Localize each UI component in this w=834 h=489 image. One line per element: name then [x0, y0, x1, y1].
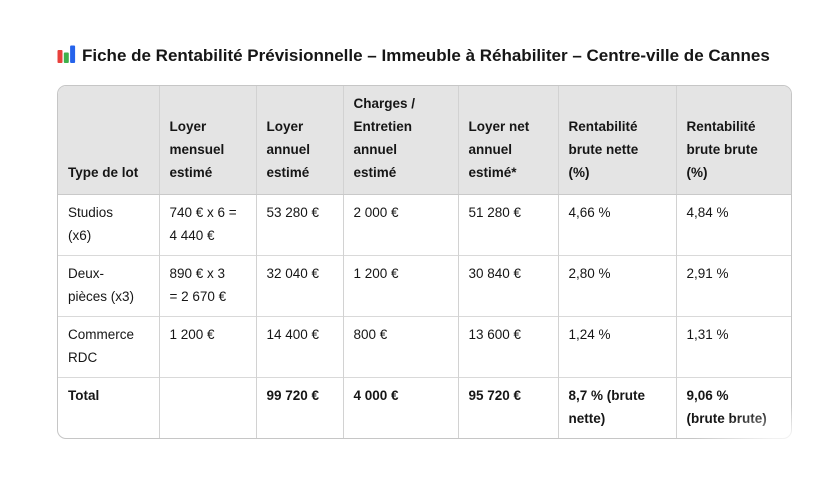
column-header-charges-entretien: Charges / Entretien annuel estimé [342, 86, 458, 195]
profitability-table: Type de lot Loyer mensuel estimé Loyer a… [57, 85, 792, 439]
cell-total-rentabilite-brute: 9,06 % (brute brute) [675, 377, 791, 438]
column-header-loyer-annuel: Loyer annuel estimé [255, 86, 343, 195]
table-row-deux-pieces: Deux- pièces (x3) 890 € x 3 = 2 670 € 32… [58, 255, 791, 317]
cell-charges: 2 000 € [342, 194, 458, 256]
cell-loyer-annuel: 32 040 € [255, 255, 343, 317]
cell-total-loyer-net: 95 720 € [457, 377, 558, 438]
cell-rentabilite-brute: 2,91 % [675, 255, 791, 317]
cell-total-label: Total [58, 377, 159, 438]
column-header-loyer-net-annuel: Loyer net annuel estimé* [457, 86, 558, 195]
cell-rentabilite-nette: 4,66 % [557, 194, 676, 256]
table-header: Type de lot Loyer mensuel estimé Loyer a… [58, 86, 791, 195]
bar-chart-icon [57, 42, 76, 63]
cell-total-loyer-mensuel [158, 377, 256, 438]
page: Fiche de Rentabilité Prévisionnelle – Im… [0, 40, 834, 489]
cell-rentabilite-brute: 1,31 % [675, 316, 791, 378]
column-header-rentabilite-brute-brute: Rentabilité brute brute (%) [675, 86, 791, 195]
cell-total-rentabilite-nette: 8,7 % (brute nette) [557, 377, 676, 438]
cell-charges: 1 200 € [342, 255, 458, 317]
cell-loyer-net: 13 600 € [457, 316, 558, 378]
page-title: Fiche de Rentabilité Prévisionnelle – Im… [57, 40, 792, 72]
cell-loyer-annuel: 14 400 € [255, 316, 343, 378]
cell-rentabilite-nette: 2,80 % [557, 255, 676, 317]
cell-loyer-mensuel: 890 € x 3 = 2 670 € [158, 255, 256, 317]
cell-total-charges: 4 000 € [342, 377, 458, 438]
table-row-total: Total 99 720 € 4 000 € 95 720 € 8,7 % (b… [58, 377, 791, 438]
cell-charges: 800 € [342, 316, 458, 378]
page-title-text: Fiche de Rentabilité Prévisionnelle – Im… [82, 46, 770, 65]
cell-rentabilite-nette: 1,24 % [557, 316, 676, 378]
cell-loyer-annuel: 53 280 € [255, 194, 343, 256]
cell-total-loyer-annuel: 99 720 € [255, 377, 343, 438]
cell-loyer-mensuel: 740 € x 6 = 4 440 € [158, 194, 256, 256]
cell-lot-type: Studios (x6) [68, 205, 114, 243]
column-header-rentabilite-brute-nette: Rentabilité brute nette (%) [557, 86, 676, 195]
cell-loyer-net: 30 840 € [457, 255, 558, 317]
table-row-commerce-rdc: Commerce RDC 1 200 € 14 400 € 800 € 13 6… [58, 316, 791, 378]
cell-rentabilite-brute: 4,84 % [675, 194, 791, 256]
cell-loyer-mensuel: 1 200 € [158, 316, 256, 378]
cell-lot-type: Commerce RDC [58, 316, 159, 378]
cell-loyer-net: 51 280 € [457, 194, 558, 256]
column-header-type-de-lot: Type de lot [58, 86, 159, 195]
column-header-loyer-mensuel: Loyer mensuel estimé [158, 86, 256, 195]
cell-lot-type: Deux- pièces (x3) [58, 255, 159, 317]
table-row-studios: Studios (x6) 740 € x 6 = 4 440 € 53 280 … [58, 194, 791, 256]
